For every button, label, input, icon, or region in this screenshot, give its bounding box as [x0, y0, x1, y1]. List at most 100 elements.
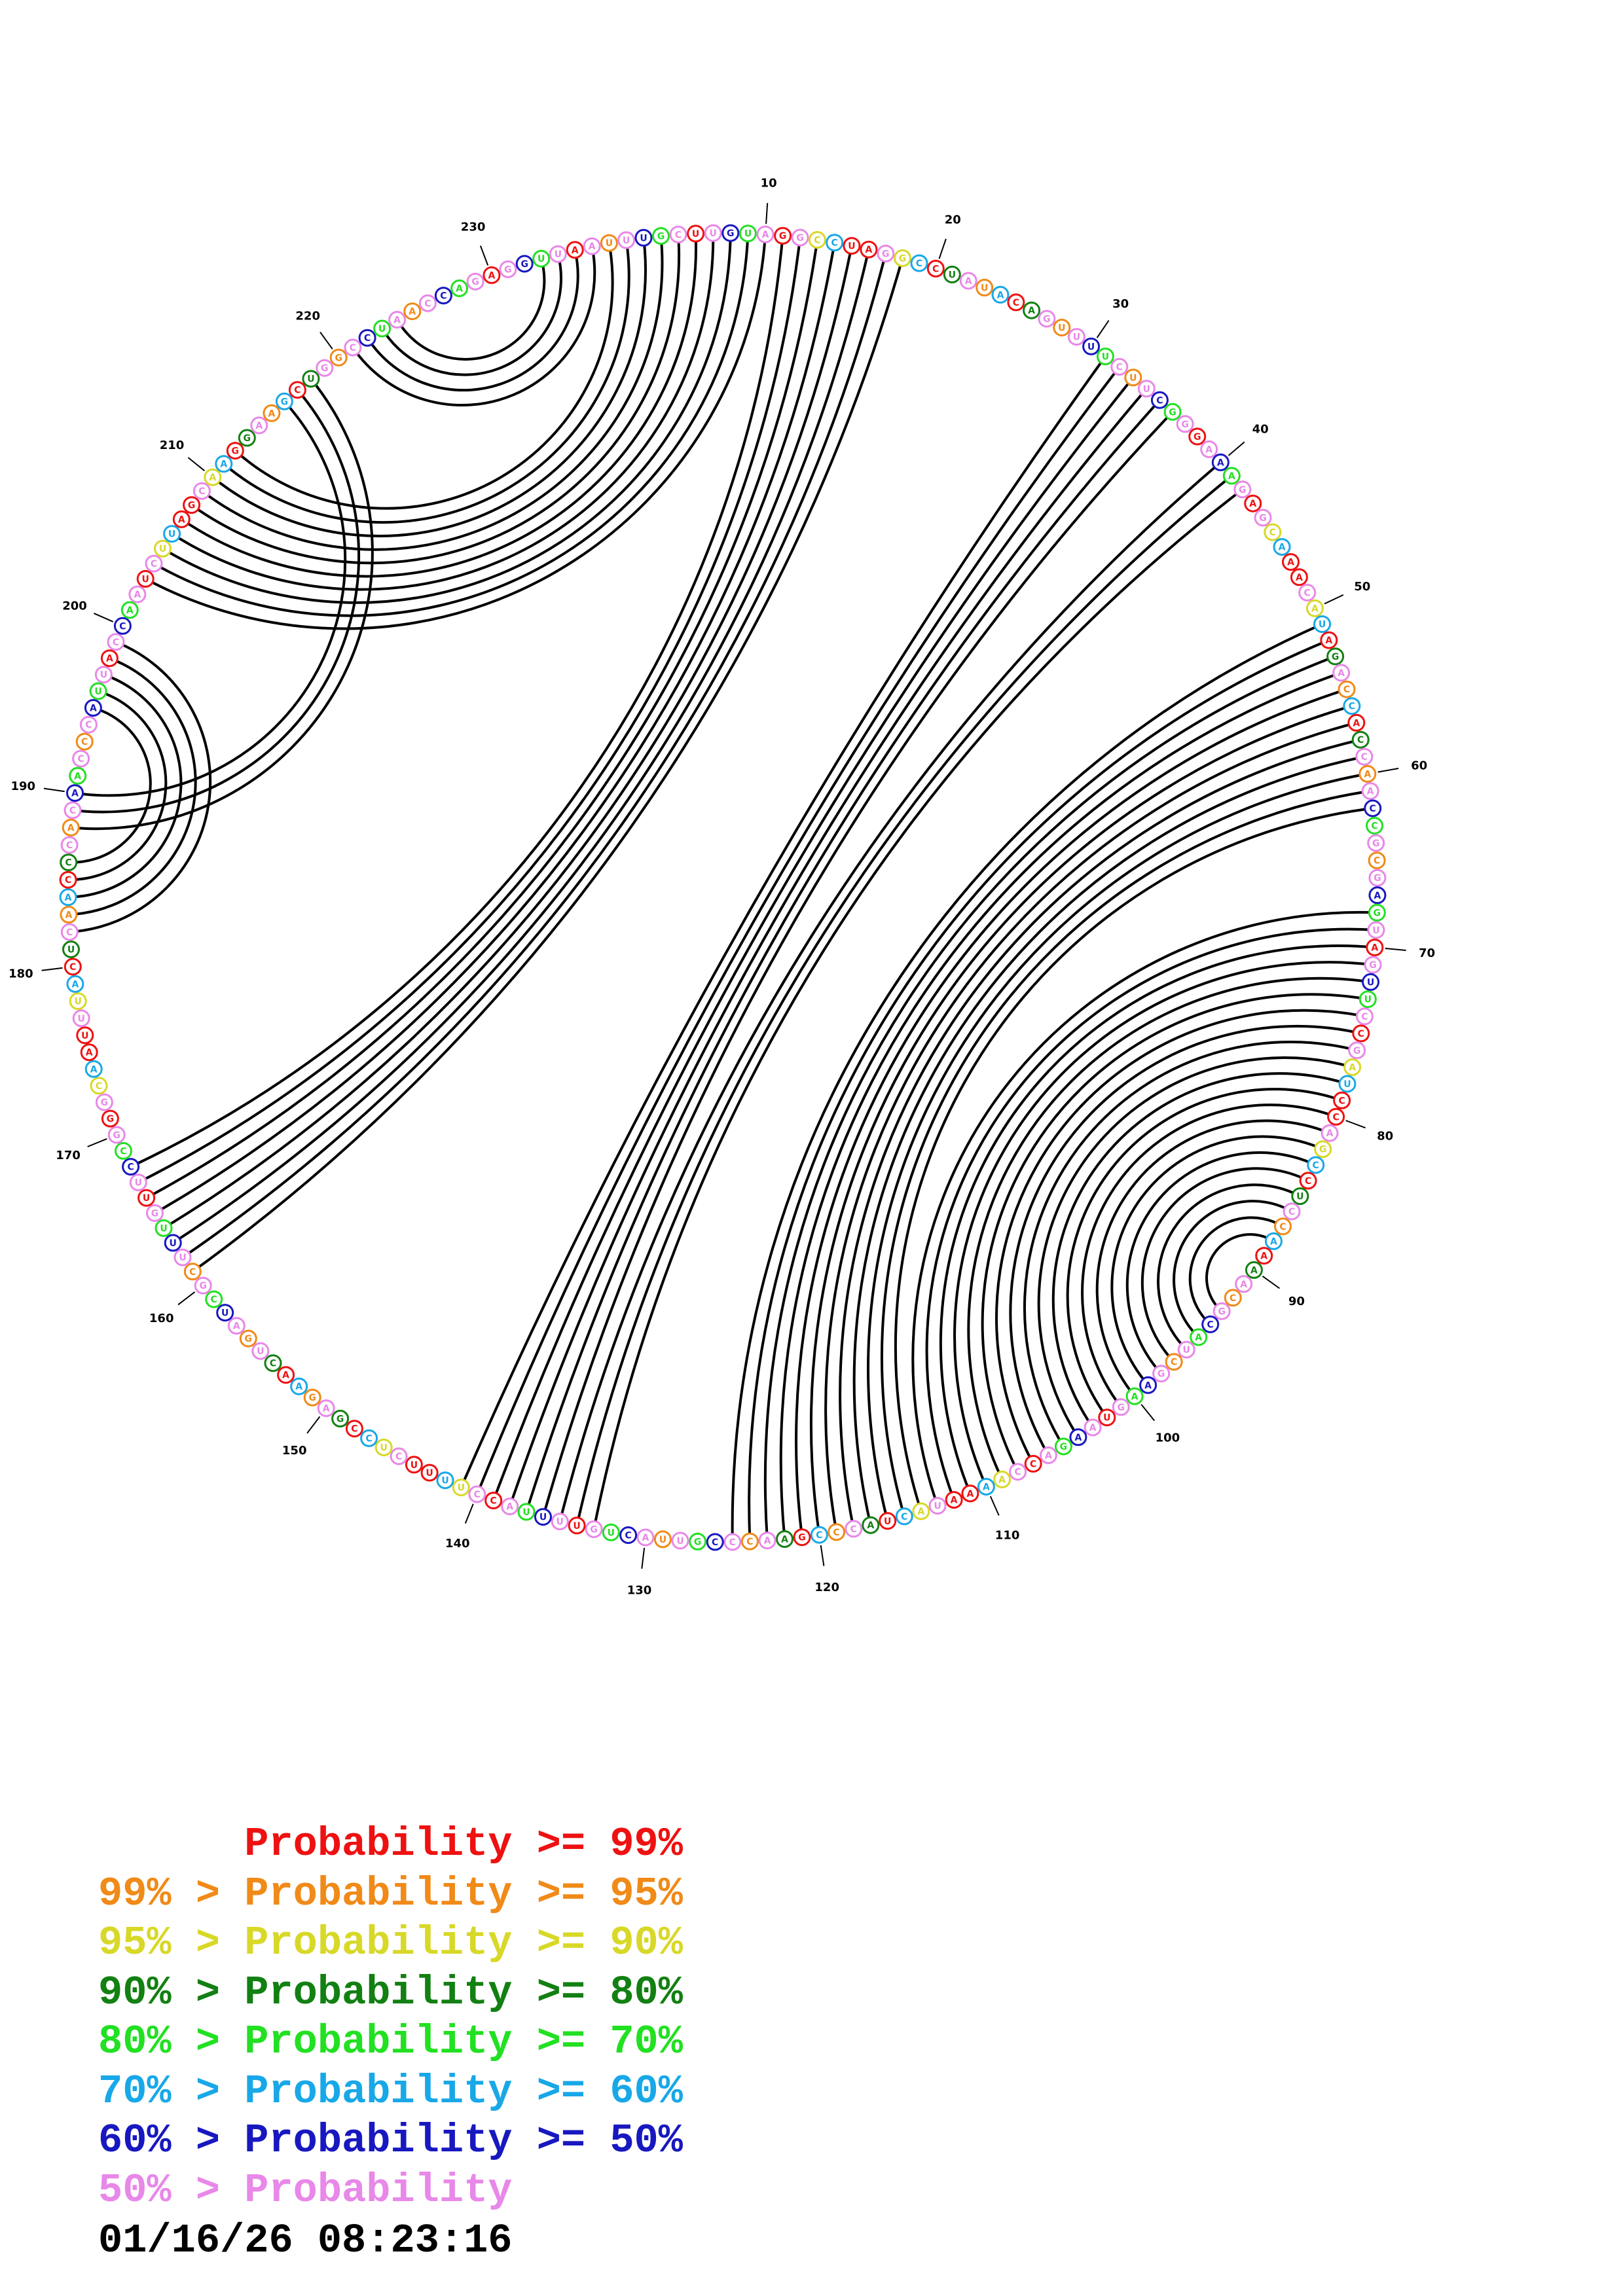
svg-text:A: A: [295, 1382, 302, 1392]
nucleotide: C: [484, 1492, 503, 1510]
svg-text:G: G: [1369, 960, 1377, 971]
svg-text:A: A: [71, 979, 79, 990]
nucleotide: A: [388, 311, 407, 329]
base-pair-arc: [75, 400, 347, 797]
nucleotide: C: [192, 482, 211, 500]
base-pair-arc: [995, 1009, 1365, 1465]
nucleotide: A: [227, 1317, 246, 1335]
nucleotide: C: [1165, 1353, 1183, 1371]
position-label: 190: [11, 780, 36, 793]
nucleotide: G: [466, 272, 484, 291]
nucleotide: A: [1361, 782, 1379, 800]
nucleotide: A: [120, 601, 139, 619]
base-pair-arc: [953, 961, 1374, 1488]
nucleotide: U: [173, 1248, 192, 1266]
base-pair-arc: [145, 240, 819, 1199]
svg-text:U: U: [100, 670, 107, 681]
nucleotide: C: [1024, 1454, 1042, 1473]
svg-text:A: A: [506, 1502, 513, 1513]
base-pair-arc: [1066, 1088, 1343, 1418]
nucleotide: G: [721, 224, 740, 242]
svg-text:C: C: [96, 1081, 102, 1092]
nucleotide: U: [1124, 368, 1142, 387]
svg-text:G: G: [882, 249, 890, 259]
svg-text:G: G: [1181, 420, 1189, 430]
svg-text:G: G: [281, 397, 289, 407]
nucleotide: C: [1009, 1463, 1027, 1481]
svg-text:A: A: [965, 276, 972, 287]
svg-text:U: U: [1364, 995, 1372, 1005]
svg-text:G: G: [1374, 873, 1381, 884]
svg-text:A: A: [268, 408, 275, 419]
position-label: 20: [945, 213, 961, 227]
nucleotide: C: [90, 1077, 108, 1095]
nucleotide: U: [1177, 1340, 1195, 1359]
svg-text:G: G: [335, 353, 342, 363]
base-pair-arc: [981, 993, 1368, 1473]
nucleotide: A: [1332, 664, 1351, 682]
nucleotide: C: [1274, 1217, 1292, 1236]
svg-text:U: U: [143, 1193, 150, 1204]
svg-text:C: C: [127, 1162, 134, 1173]
svg-text:U: U: [623, 236, 630, 246]
nucleotide: C: [926, 259, 945, 278]
svg-text:G: G: [113, 1130, 120, 1141]
legend-row-below-50: 50% > Probability: [98, 2166, 513, 2214]
base-pair-arc: [1173, 1200, 1292, 1338]
nucleotide: A: [1190, 1328, 1208, 1346]
nucleotide: C: [1355, 1007, 1374, 1026]
svg-text:C: C: [66, 840, 73, 851]
position-tick: [641, 1547, 646, 1569]
nucleotide: U: [634, 228, 653, 247]
base-pair-arc: [558, 461, 1222, 1522]
svg-text:A: A: [1326, 1128, 1334, 1139]
svg-text:A: A: [90, 1064, 98, 1075]
svg-text:A: A: [1287, 558, 1294, 568]
svg-text:U: U: [378, 324, 386, 334]
svg-text:A: A: [1260, 1251, 1267, 1262]
nucleotide: A: [1200, 440, 1218, 458]
base-pair-arc: [1205, 1233, 1275, 1312]
svg-text:U: U: [676, 1536, 684, 1547]
svg-text:U: U: [426, 1468, 433, 1479]
nucleotide: U: [1313, 615, 1331, 634]
nucleotide: U: [1338, 1075, 1357, 1093]
nucleotide: G: [226, 442, 244, 460]
svg-text:C: C: [1279, 1222, 1286, 1232]
svg-text:C: C: [1116, 362, 1123, 372]
nucleotide: G: [894, 249, 911, 267]
svg-text:A: A: [1338, 668, 1345, 679]
base-pair-arc: [130, 236, 784, 1168]
svg-text:U: U: [1129, 373, 1137, 384]
svg-text:A: A: [409, 307, 416, 317]
svg-text:C: C: [1156, 395, 1163, 406]
svg-text:A: A: [867, 1520, 874, 1531]
position-tick: [319, 331, 333, 350]
nucleotide: A: [862, 1516, 880, 1534]
position-label: 100: [1156, 1431, 1180, 1445]
nucleotide: A: [991, 285, 1010, 304]
svg-text:A: A: [90, 704, 97, 714]
nucleotide: C: [390, 1447, 408, 1465]
svg-text:C: C: [1207, 1319, 1214, 1330]
svg-text:C: C: [1361, 752, 1368, 762]
svg-text:A: A: [1144, 1380, 1152, 1391]
nucleotide: G: [499, 260, 517, 278]
nucleotide: U: [137, 1189, 156, 1207]
nucleotide: G: [1368, 903, 1386, 922]
svg-text:U: U: [710, 228, 717, 239]
nucleotide: C: [434, 287, 452, 305]
svg-text:C: C: [69, 806, 76, 816]
nucleotide: A: [758, 1532, 776, 1550]
svg-text:C: C: [916, 259, 922, 269]
nucleotide: C: [288, 381, 306, 399]
nucleotide: C: [723, 1533, 742, 1551]
svg-text:C: C: [746, 1537, 753, 1547]
nucleotide: U: [943, 265, 961, 283]
position-label: 120: [814, 1581, 839, 1594]
svg-text:A: A: [1349, 1063, 1356, 1073]
base-pair-arc: [852, 755, 1365, 1526]
position-tick: [187, 457, 205, 471]
svg-text:G: G: [232, 446, 240, 457]
